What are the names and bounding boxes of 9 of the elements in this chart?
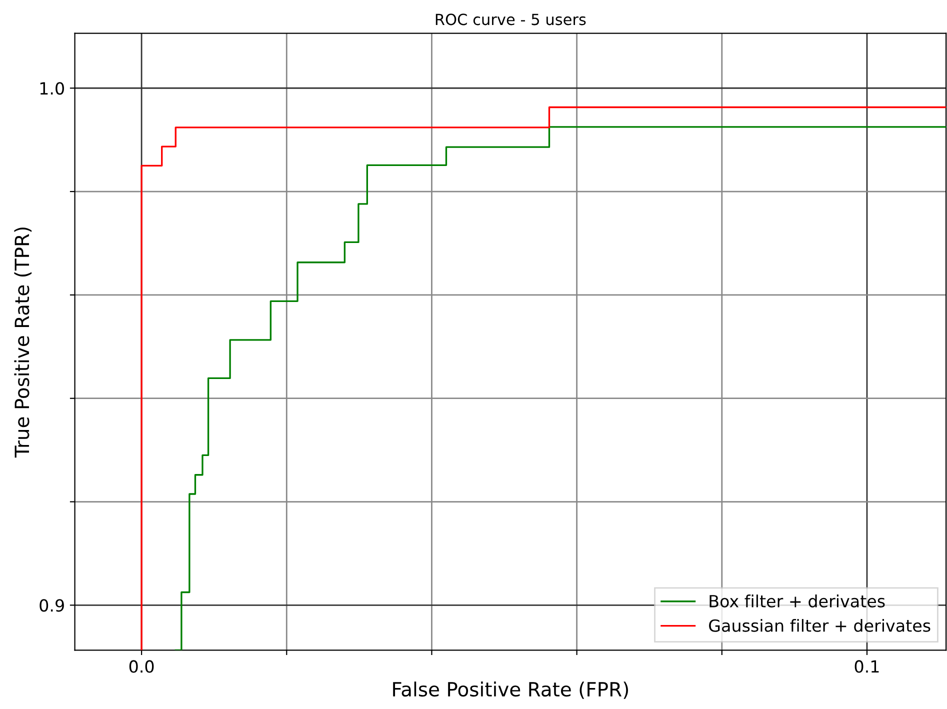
legend-label: Box filter + derivates (710, 594, 885, 608)
x-tick-label: 0.1 (854, 660, 879, 673)
legend-label: Gaussian filter + derivates (709, 619, 930, 632)
chart-title: ROC curve - 5 users (436, 14, 586, 26)
y-tick-label: 0.9 (40, 599, 64, 612)
y-axis-title: True Positive Rate (TPR) (14, 228, 32, 458)
x-axis-title: False Positive Rate (FPR) (393, 682, 628, 699)
y-tick-label: 1.0 (40, 82, 64, 95)
x-tick-label: 0.0 (129, 660, 154, 673)
